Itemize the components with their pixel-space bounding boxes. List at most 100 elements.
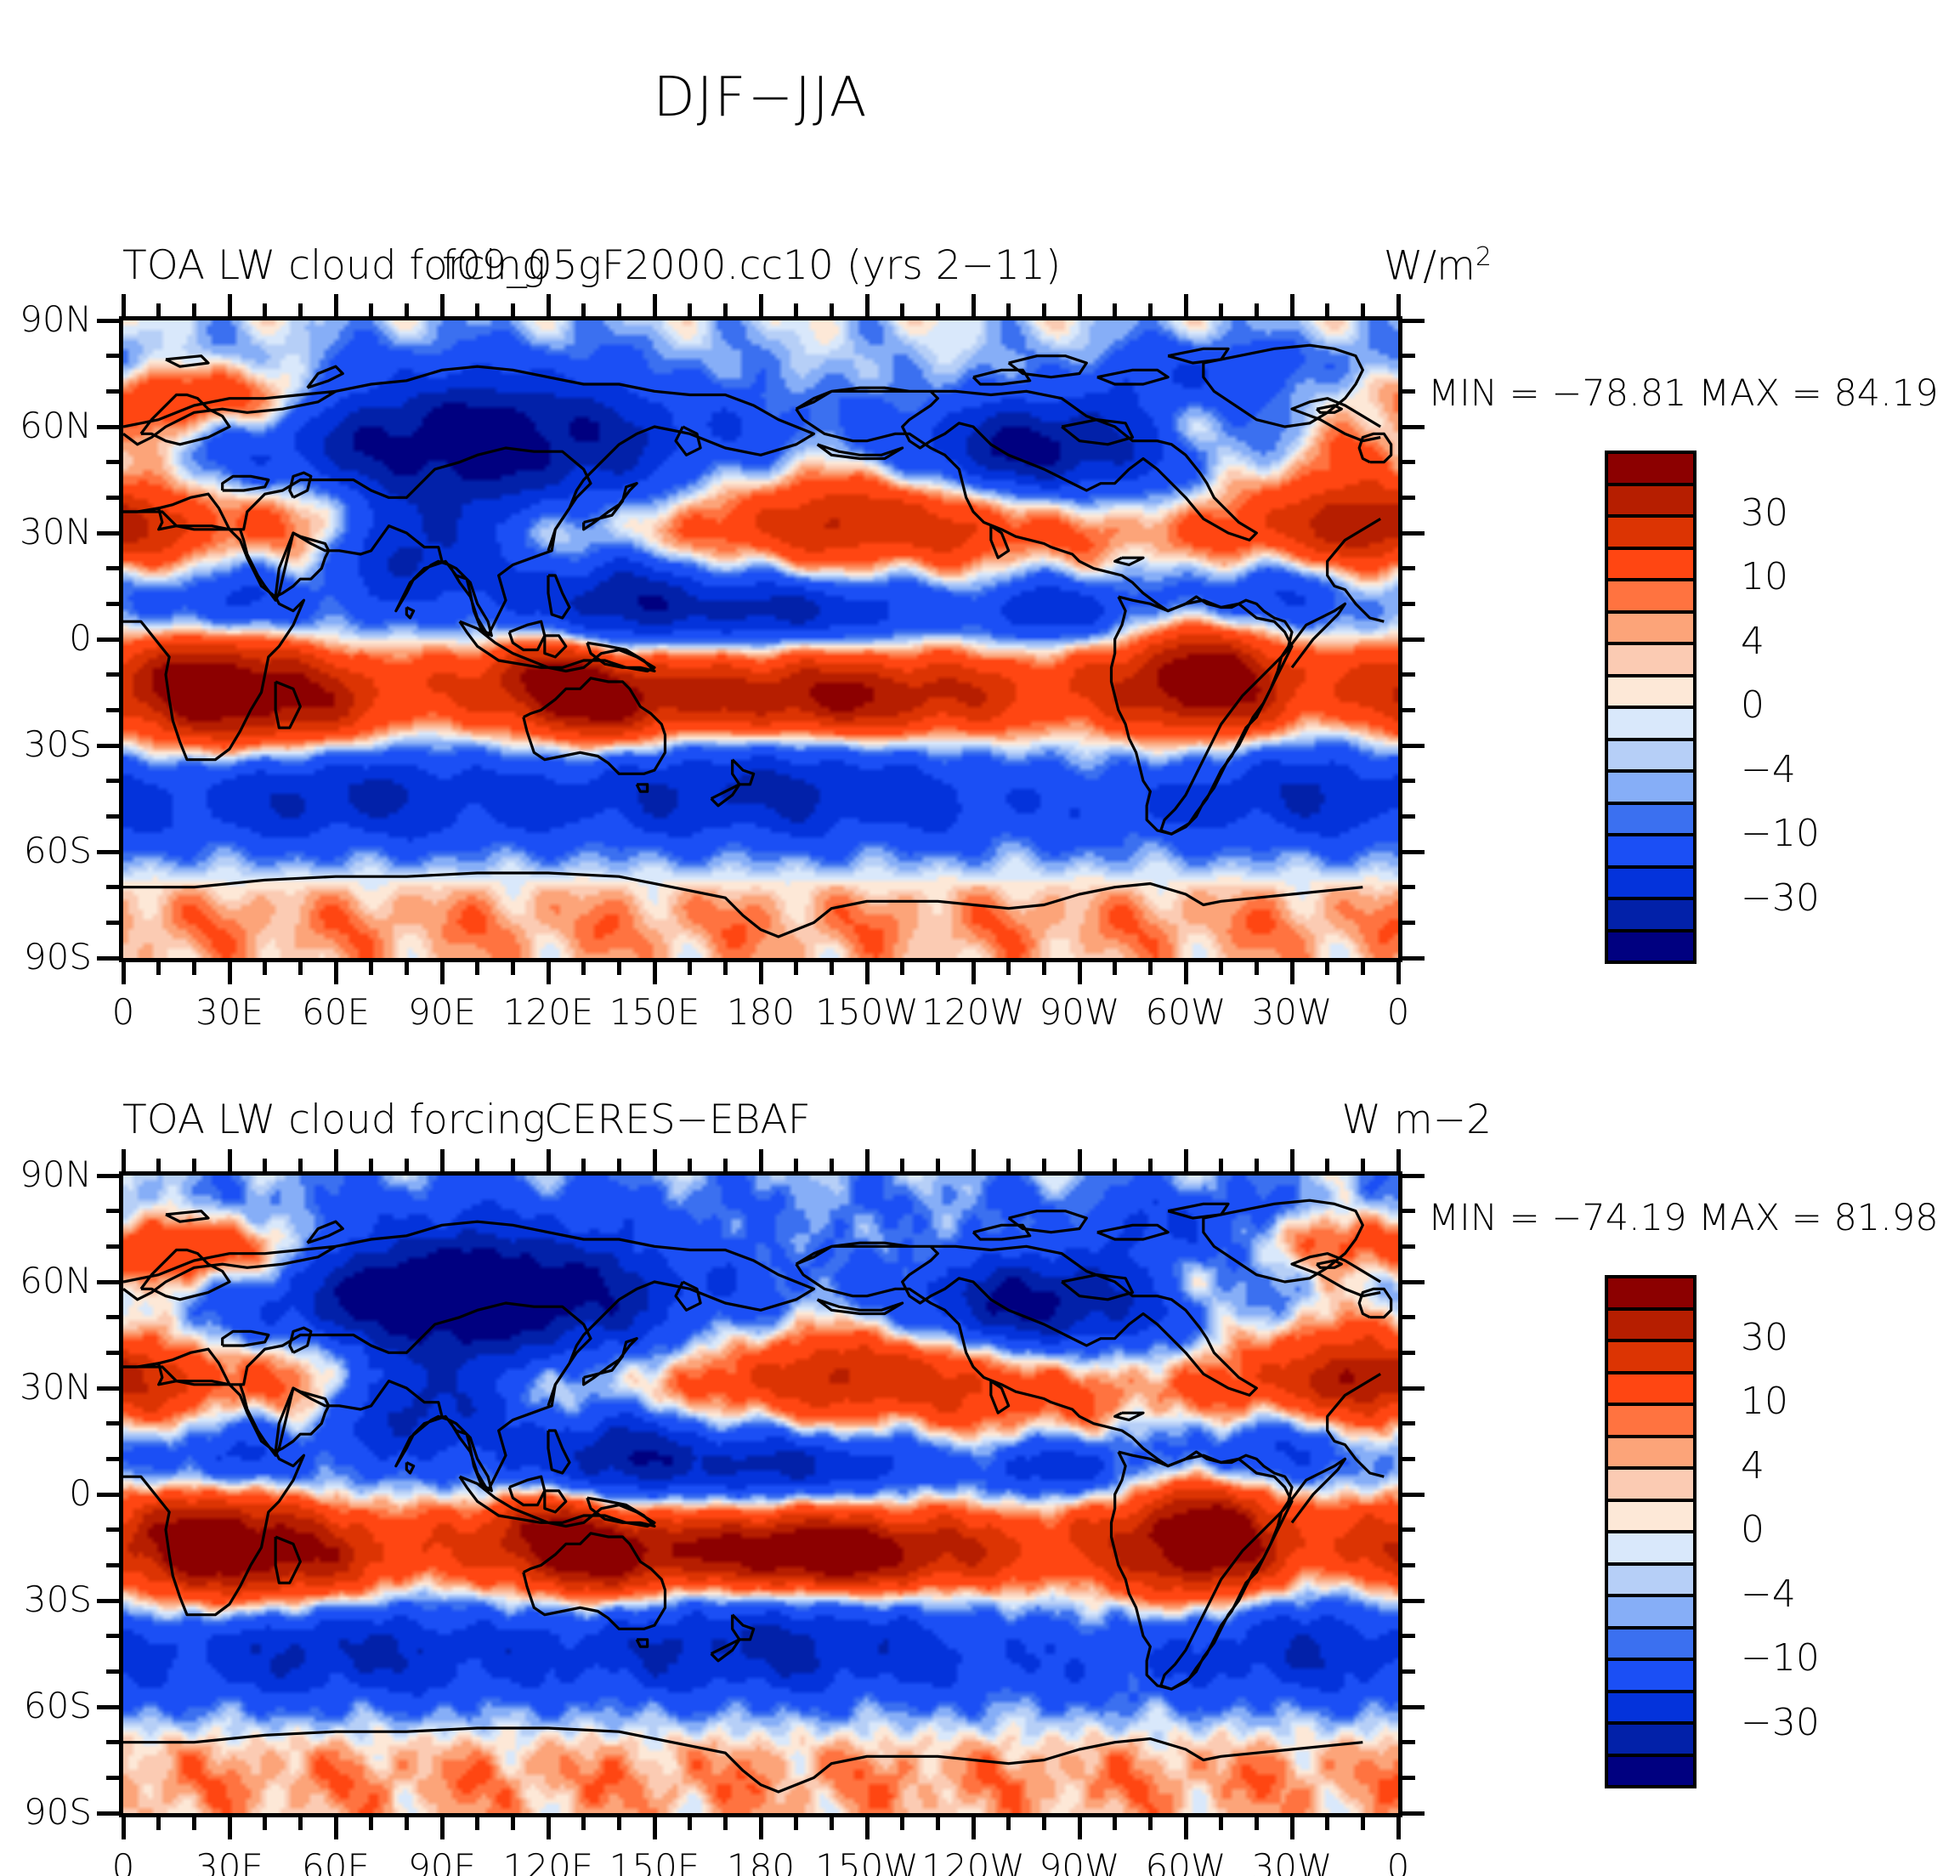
coastline-path <box>1167 347 1230 365</box>
coastline-path <box>123 1244 1381 1301</box>
x-minor-tick <box>688 303 693 316</box>
x-minor-tick <box>722 962 728 975</box>
contour-field-model <box>123 320 1398 958</box>
x-minor-tick <box>794 1817 799 1830</box>
colorbar-band <box>1608 518 1693 550</box>
y-minor-tick <box>106 779 119 784</box>
x-axis-label: 180 <box>726 1846 796 1876</box>
coastline-path <box>816 443 904 461</box>
x-major-tick <box>333 962 338 984</box>
x-axis-label: 120W <box>921 1846 1025 1876</box>
coastline-path <box>458 1475 656 1528</box>
y-major-tick <box>97 849 119 854</box>
coastline-path <box>989 524 1011 559</box>
y-major-tick <box>1402 1704 1425 1709</box>
x-minor-tick <box>510 962 515 975</box>
y-minor-tick <box>1402 1740 1415 1745</box>
x-minor-tick <box>263 962 268 975</box>
x-axis-label: 120W <box>921 991 1025 1033</box>
y-major-tick <box>1402 318 1425 323</box>
coastline-path <box>274 531 331 598</box>
x-axis-label: 120E <box>502 1846 594 1876</box>
y-minor-tick <box>106 813 119 819</box>
y-minor-tick <box>106 388 119 394</box>
x-minor-tick <box>1006 1159 1011 1171</box>
x-minor-tick <box>1254 303 1259 316</box>
variable-label: TOA LW cloud forcing <box>122 1097 546 1143</box>
coastline-path <box>458 620 656 673</box>
y-minor-tick <box>1402 1527 1415 1533</box>
coastline-path <box>1113 556 1145 567</box>
colorbar-band <box>1608 1533 1693 1566</box>
x-major-tick <box>1077 1149 1082 1171</box>
units-exponent: 2 <box>1475 242 1492 272</box>
colorbar-band <box>1608 709 1693 741</box>
x-minor-tick <box>263 1817 268 1830</box>
colorbar-model <box>1605 451 1697 964</box>
y-major-tick <box>97 743 119 748</box>
x-minor-tick <box>1041 303 1046 316</box>
coastline-path <box>522 1532 667 1630</box>
x-major-tick <box>864 1149 870 1171</box>
x-major-tick <box>864 294 870 316</box>
x-minor-tick <box>616 1817 621 1830</box>
x-major-tick <box>1077 1817 1082 1839</box>
x-major-tick <box>864 1817 870 1839</box>
coastline-path <box>221 474 270 492</box>
coastline-path <box>1109 595 1294 836</box>
x-minor-tick <box>156 303 161 316</box>
coastline-path <box>123 871 1363 938</box>
coastline-path <box>165 1210 210 1223</box>
y-minor-tick <box>106 672 119 677</box>
y-axis-label: 30N <box>20 511 92 553</box>
colorbar-band <box>1608 773 1693 805</box>
coastline-path <box>274 680 302 729</box>
x-major-tick <box>439 1817 445 1839</box>
x-major-tick <box>1396 294 1401 316</box>
x-minor-tick <box>829 962 834 975</box>
y-minor-tick <box>1402 495 1415 500</box>
colorbar-band <box>1608 1692 1693 1725</box>
x-minor-tick <box>1041 1817 1046 1830</box>
x-major-tick <box>1289 1817 1294 1839</box>
coastline-path <box>547 1429 571 1475</box>
x-minor-tick <box>1147 1817 1153 1830</box>
coastline-path <box>288 1326 313 1354</box>
x-minor-tick <box>404 962 409 975</box>
x-axis-label: 0 <box>1386 1846 1410 1876</box>
coastline-path <box>165 354 210 368</box>
y-minor-tick <box>106 1244 119 1249</box>
x-minor-tick <box>581 1159 586 1171</box>
y-major-tick <box>97 318 119 323</box>
y-axis-label: 30N <box>20 1366 92 1408</box>
x-major-tick <box>1396 1817 1401 1839</box>
y-minor-tick <box>1402 1669 1415 1674</box>
map-plot-obs <box>119 1171 1402 1817</box>
coastline-path <box>123 507 1385 762</box>
y-axis-label: 60N <box>20 1260 92 1301</box>
y-major-tick <box>1402 1173 1425 1178</box>
x-major-tick <box>652 294 657 316</box>
coastline-path <box>1109 1450 1294 1691</box>
x-major-tick <box>227 962 232 984</box>
coastline-path <box>972 1223 1032 1241</box>
x-minor-tick <box>369 1159 374 1171</box>
x-minor-tick <box>1219 1817 1224 1830</box>
y-minor-tick <box>106 1775 119 1780</box>
colorbar-tick-label: 4 <box>1741 1443 1765 1488</box>
coastline-path <box>139 393 231 446</box>
colorbar-band <box>1608 836 1693 869</box>
colorbar-band <box>1608 1310 1693 1342</box>
coastline-path <box>582 482 638 531</box>
coastline-path <box>972 368 1032 386</box>
coastline-path <box>139 1248 231 1301</box>
y-major-tick <box>1402 424 1425 429</box>
variable-label: TOA LW cloud forcing <box>122 242 546 289</box>
panel-model-header: TOA LW cloud forcing f09_05gF2000.cc10 (… <box>119 242 1492 295</box>
coastline-path <box>1316 404 1343 414</box>
y-major-tick <box>97 1386 119 1391</box>
y-minor-tick <box>106 885 119 890</box>
x-axis-label: 90W <box>1039 1846 1120 1876</box>
colorbar-tick-label: 10 <box>1741 1380 1788 1423</box>
